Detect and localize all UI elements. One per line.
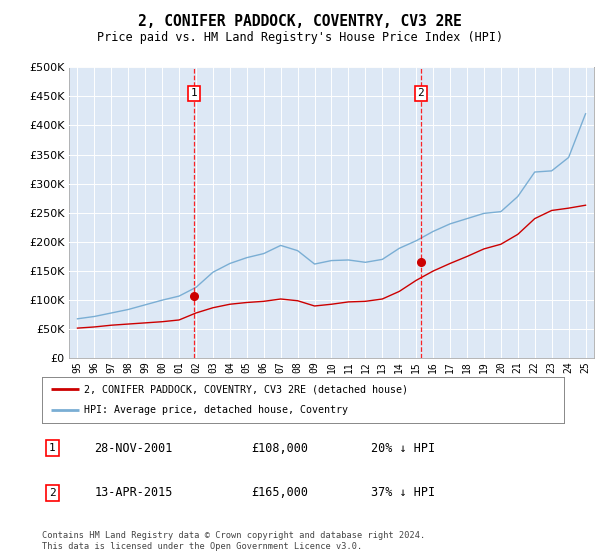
Text: This data is licensed under the Open Government Licence v3.0.: This data is licensed under the Open Gov… (42, 542, 362, 551)
Text: 20% ↓ HPI: 20% ↓ HPI (371, 442, 435, 455)
Text: 2: 2 (49, 488, 56, 498)
Text: 28-NOV-2001: 28-NOV-2001 (94, 442, 173, 455)
Text: 13-APR-2015: 13-APR-2015 (94, 487, 173, 500)
Text: £165,000: £165,000 (251, 487, 308, 500)
Text: Price paid vs. HM Land Registry's House Price Index (HPI): Price paid vs. HM Land Registry's House … (97, 31, 503, 44)
Text: 1: 1 (191, 88, 197, 99)
Text: HPI: Average price, detached house, Coventry: HPI: Average price, detached house, Cove… (84, 405, 348, 416)
Text: 2: 2 (418, 88, 424, 99)
Text: £108,000: £108,000 (251, 442, 308, 455)
Text: 2, CONIFER PADDOCK, COVENTRY, CV3 2RE: 2, CONIFER PADDOCK, COVENTRY, CV3 2RE (138, 14, 462, 29)
Text: 37% ↓ HPI: 37% ↓ HPI (371, 487, 435, 500)
Text: 2, CONIFER PADDOCK, COVENTRY, CV3 2RE (detached house): 2, CONIFER PADDOCK, COVENTRY, CV3 2RE (d… (84, 384, 408, 394)
Text: Contains HM Land Registry data © Crown copyright and database right 2024.: Contains HM Land Registry data © Crown c… (42, 531, 425, 540)
Text: 1: 1 (49, 443, 56, 453)
